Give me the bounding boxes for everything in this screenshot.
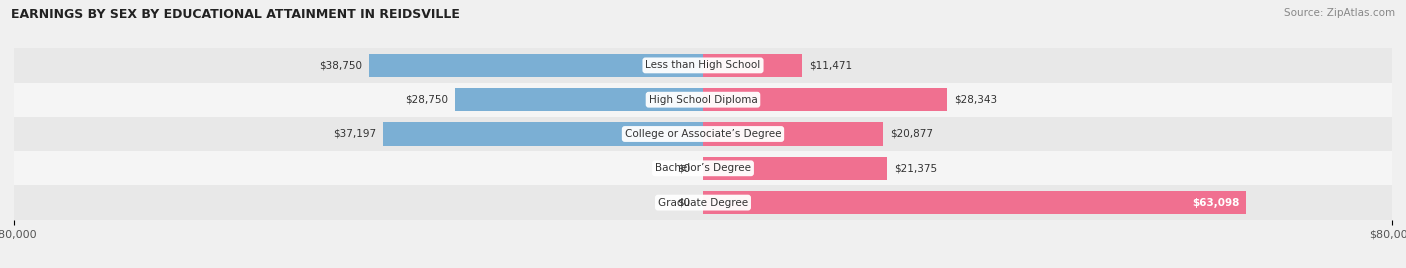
Bar bbox=[703, 191, 1246, 214]
Text: EARNINGS BY SEX BY EDUCATIONAL ATTAINMENT IN REIDSVILLE: EARNINGS BY SEX BY EDUCATIONAL ATTAINMEN… bbox=[11, 8, 460, 21]
Text: $38,750: $38,750 bbox=[319, 60, 363, 70]
Bar bbox=[14, 151, 1392, 185]
Bar bbox=[703, 157, 887, 180]
Bar bbox=[382, 122, 703, 146]
Text: Source: ZipAtlas.com: Source: ZipAtlas.com bbox=[1284, 8, 1395, 18]
Text: Less than High School: Less than High School bbox=[645, 60, 761, 70]
Text: $28,343: $28,343 bbox=[955, 95, 997, 105]
Bar bbox=[456, 88, 703, 111]
Bar bbox=[14, 117, 1392, 151]
Bar bbox=[370, 54, 703, 77]
Text: $0: $0 bbox=[676, 198, 690, 208]
Bar bbox=[703, 88, 948, 111]
Bar bbox=[703, 122, 883, 146]
Text: $11,471: $11,471 bbox=[808, 60, 852, 70]
Bar bbox=[14, 185, 1392, 220]
Text: High School Diploma: High School Diploma bbox=[648, 95, 758, 105]
Bar bbox=[703, 54, 801, 77]
Text: College or Associate’s Degree: College or Associate’s Degree bbox=[624, 129, 782, 139]
Text: $37,197: $37,197 bbox=[333, 129, 375, 139]
Text: $63,098: $63,098 bbox=[1192, 198, 1240, 208]
Text: $20,877: $20,877 bbox=[890, 129, 932, 139]
Text: $28,750: $28,750 bbox=[405, 95, 449, 105]
Text: $0: $0 bbox=[676, 163, 690, 173]
Bar bbox=[14, 83, 1392, 117]
Text: $21,375: $21,375 bbox=[894, 163, 936, 173]
Text: Bachelor’s Degree: Bachelor’s Degree bbox=[655, 163, 751, 173]
Bar bbox=[14, 48, 1392, 83]
Text: Graduate Degree: Graduate Degree bbox=[658, 198, 748, 208]
